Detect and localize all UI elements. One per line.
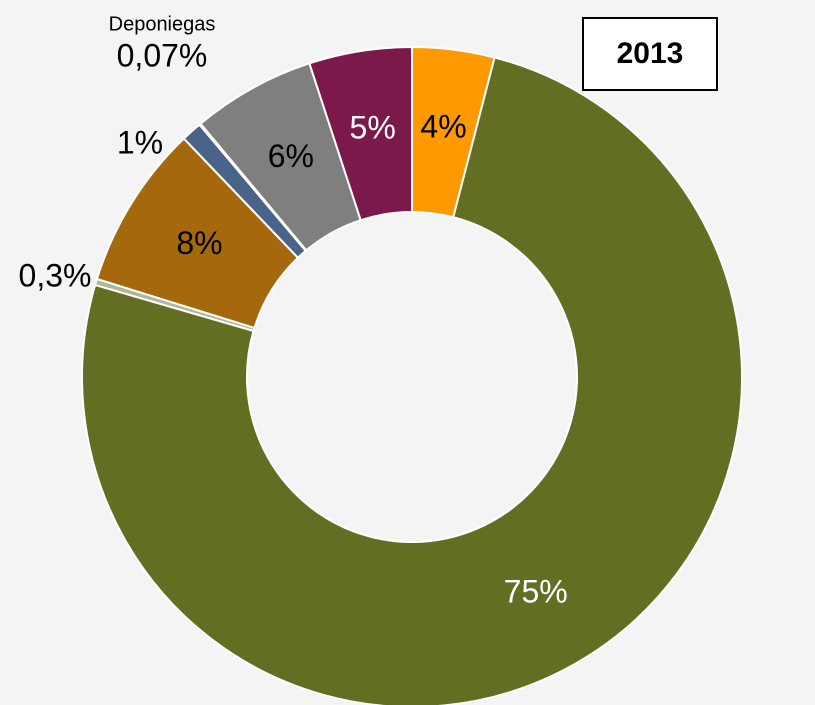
data-label: 4% (420, 108, 466, 144)
category-label: Deponiegas (109, 13, 216, 35)
donut-slice (308, 45, 413, 222)
data-label: 0,07% (117, 37, 208, 73)
data-label: 0,3% (19, 257, 92, 293)
data-label: 6% (268, 138, 314, 174)
data-label: 5% (350, 110, 396, 146)
donut-slice (81, 56, 743, 705)
data-label: 8% (176, 225, 222, 261)
data-label: 75% (504, 574, 568, 610)
chart-title: 2013 (617, 37, 684, 70)
data-label: 1% (117, 124, 163, 160)
title-box (582, 17, 718, 91)
